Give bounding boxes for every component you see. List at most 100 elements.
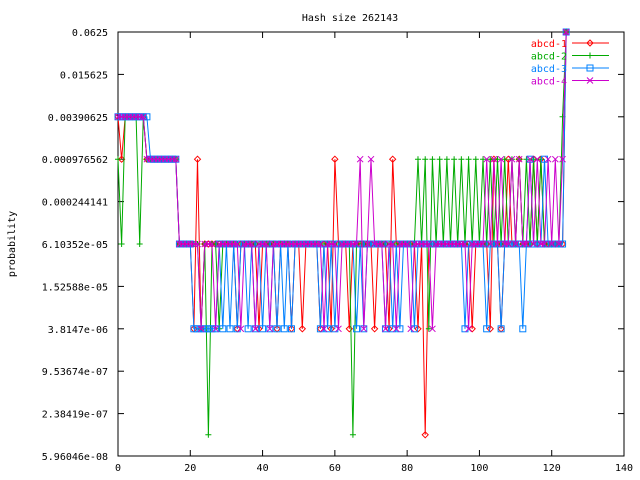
data-point — [559, 155, 566, 163]
data-point — [451, 156, 458, 163]
data-point — [544, 155, 552, 163]
series-line — [118, 31, 567, 330]
data-point — [216, 325, 223, 332]
data-point — [548, 240, 556, 248]
data-point — [317, 240, 324, 248]
data-point — [523, 156, 530, 163]
data-point — [237, 325, 245, 333]
x-tick-label: 100 — [470, 463, 488, 474]
data-point — [298, 325, 307, 333]
data-point — [360, 325, 368, 333]
legend-swatch-marker — [587, 52, 593, 59]
x-tick-label: 60 — [329, 463, 341, 474]
data-point — [139, 113, 147, 121]
series-line — [117, 31, 567, 435]
data-point — [320, 325, 328, 333]
data-point — [392, 325, 400, 333]
x-tick-label: 0 — [115, 463, 121, 474]
data-point — [429, 156, 436, 163]
data-point — [421, 431, 429, 439]
y-tick-label: 0.000244141 — [42, 198, 108, 209]
data-point — [349, 431, 356, 438]
x-tick-label: 20 — [184, 463, 196, 474]
y-axis-label: probability — [7, 211, 18, 277]
data-point — [562, 28, 570, 36]
data-point — [367, 155, 375, 163]
data-point — [364, 240, 371, 248]
data-point — [244, 325, 252, 333]
data-point — [389, 240, 397, 248]
series-line — [117, 31, 567, 435]
y-tick-label: 6.10352e-05 — [42, 240, 108, 251]
y-tick-label: 3.8147e-06 — [48, 325, 108, 336]
data-point — [512, 240, 519, 248]
data-point — [414, 156, 421, 163]
data-point — [204, 325, 212, 333]
data-point — [443, 156, 450, 163]
data-point — [331, 240, 339, 248]
data-point — [497, 325, 505, 333]
data-point — [486, 240, 494, 248]
series-abcd-4 — [114, 28, 570, 333]
data-point — [190, 325, 198, 333]
data-point — [527, 241, 534, 247]
x-tick-label: 140 — [615, 463, 633, 474]
data-point — [356, 155, 364, 163]
data-point — [508, 155, 516, 163]
data-point — [327, 325, 335, 333]
y-tick-label: 9.53674e-07 — [42, 367, 108, 378]
data-point — [458, 156, 465, 163]
data-point — [403, 240, 411, 248]
data-point — [233, 240, 241, 248]
data-point — [370, 325, 379, 333]
data-point — [259, 325, 267, 333]
data-point — [480, 156, 487, 163]
y-tick-label: 5.96046e-08 — [42, 452, 108, 463]
data-point — [537, 156, 544, 163]
data-point — [483, 155, 491, 163]
data-point — [219, 325, 227, 333]
axis-ticks: 0 20 40 60 80 100 120 140 0.0625 0.015625 0.003906… — [42, 28, 633, 474]
data-point — [335, 325, 342, 333]
data-point — [465, 325, 472, 333]
data-point — [425, 240, 433, 248]
legend-label: abcd-1 — [531, 39, 567, 50]
data-point — [501, 156, 508, 163]
data-point — [483, 325, 491, 333]
data-point — [436, 156, 443, 163]
data-point — [353, 325, 361, 333]
data-point — [429, 325, 436, 333]
data-point — [526, 155, 534, 163]
y-tick-label: 1.52588e-05 — [42, 282, 108, 293]
data-point — [465, 156, 472, 163]
data-point — [197, 325, 205, 333]
data-point — [353, 240, 360, 248]
data-point — [422, 156, 429, 163]
data-point — [115, 156, 121, 163]
chart-title: Hash size 262143 — [302, 13, 398, 24]
series-abcd-2 — [115, 29, 570, 438]
series-layer — [114, 28, 570, 439]
data-point — [262, 240, 270, 248]
data-point — [523, 240, 530, 248]
y-tick-label: 2.38419e-07 — [42, 410, 108, 421]
series-abcd-3 — [114, 28, 570, 333]
data-point — [494, 240, 501, 248]
data-point — [266, 325, 274, 333]
y-tick-label: 0.0625 — [72, 28, 108, 39]
x-tick-label: 80 — [401, 463, 413, 474]
data-point — [533, 155, 541, 163]
data-point — [479, 240, 487, 248]
legend-swatch-marker — [586, 64, 594, 72]
data-point — [193, 155, 202, 163]
data-point — [483, 241, 490, 247]
data-point — [382, 325, 389, 333]
legend-label: abcd-2 — [531, 52, 567, 63]
legend-label: abcd-3 — [531, 64, 567, 75]
legend-swatch-marker — [586, 39, 594, 47]
data-point — [248, 240, 256, 248]
x-tick-label: 40 — [257, 463, 269, 474]
data-point — [461, 240, 469, 248]
